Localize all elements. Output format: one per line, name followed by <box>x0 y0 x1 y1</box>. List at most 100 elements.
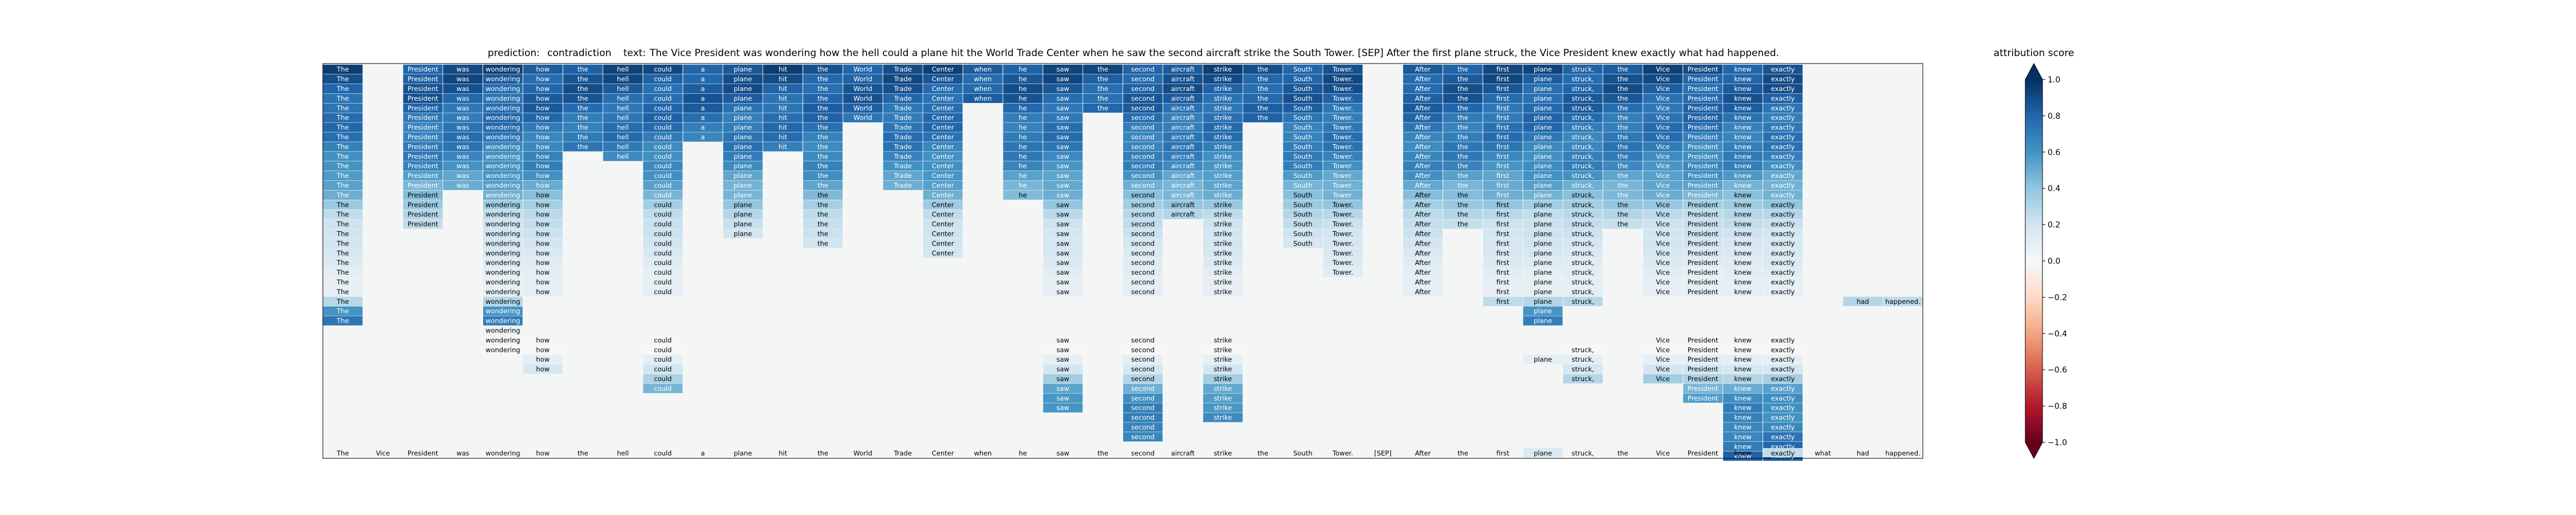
heatmap-cell <box>723 74 763 84</box>
heatmap-cell-token: South <box>1293 181 1312 189</box>
heatmap-cell-token: how <box>536 278 550 286</box>
heatmap-cell-token: exactly <box>1771 152 1795 160</box>
heatmap-cell-token: South <box>1293 201 1312 209</box>
heatmap-cell <box>323 258 363 268</box>
heatmap-cell <box>683 132 723 142</box>
heatmap-cell-token: President <box>408 211 438 219</box>
heatmap-cell <box>483 229 523 239</box>
heatmap-cell <box>883 113 923 122</box>
heatmap-cell-token: he <box>1019 104 1027 112</box>
heatmap-cell <box>1643 152 1683 161</box>
heatmap-cell-token: saw <box>1056 133 1069 141</box>
heatmap-cell-token: plane <box>734 124 752 132</box>
heatmap-cell <box>1283 161 1323 171</box>
heatmap-cell-token: how <box>536 336 550 344</box>
heatmap-cell <box>1043 161 1083 171</box>
heatmap-cell-token: Tower. <box>1332 220 1353 228</box>
heatmap-cell-token: hit <box>779 114 787 122</box>
heatmap-cell-token: a <box>701 75 705 83</box>
heatmap-cell <box>1763 74 1803 84</box>
heatmap-cell <box>643 335 683 345</box>
heatmap-cell-token: could <box>654 104 671 112</box>
heatmap-cell <box>1323 93 1363 103</box>
heatmap-cell-token: second <box>1131 85 1155 93</box>
heatmap-cell-token: Center <box>932 162 954 170</box>
heatmap-cell-token: Vice <box>1656 259 1670 267</box>
heatmap-cell-token: saw <box>1056 259 1069 267</box>
heatmap-cell-token: struck, <box>1572 220 1594 228</box>
heatmap-cell-token: President <box>1688 75 1718 83</box>
heatmap-cell <box>1683 65 1723 74</box>
heatmap-cell <box>323 277 363 287</box>
heatmap-cell-token: aircraft <box>1171 201 1195 209</box>
heatmap-cell-token: second <box>1131 394 1155 402</box>
heatmap-cell-token: wondering <box>485 259 520 267</box>
heatmap-cell-token: exactly <box>1771 259 1795 267</box>
heatmap-cell-token: Vice <box>1656 288 1670 296</box>
heatmap-cell <box>1043 180 1083 191</box>
heatmap-cell <box>803 132 843 142</box>
heatmap-cell-token: Trade <box>893 104 912 112</box>
heatmap-cell-token: could <box>654 152 671 160</box>
heatmap-cell-token: strike <box>1214 278 1232 286</box>
heatmap-cell <box>1403 103 1443 113</box>
heatmap-cell-token: exactly <box>1771 385 1795 393</box>
heatmap-cell <box>923 161 963 171</box>
heatmap-cell-token: After <box>1415 75 1431 83</box>
heatmap-cell-token: Vice <box>1656 336 1670 344</box>
heatmap-cell <box>1683 180 1723 191</box>
heatmap-cell-token: how <box>536 75 550 83</box>
heatmap-cell-token: The <box>336 259 349 267</box>
heatmap-cell-token: President <box>1688 220 1718 228</box>
heatmap-cell-token: strike <box>1214 230 1232 238</box>
heatmap-cell-token: President <box>1688 385 1718 393</box>
heatmap-cell <box>1643 267 1683 278</box>
heatmap-cell-token: President <box>408 85 438 93</box>
x-axis-token-label: was <box>456 449 469 457</box>
heatmap-cell-token: plane <box>1534 162 1552 170</box>
heatmap-cell <box>1563 74 1603 84</box>
heatmap-cell <box>1403 113 1443 122</box>
heatmap-cell <box>323 200 363 209</box>
heatmap-cell-token: Center <box>932 249 954 257</box>
heatmap-cell <box>1443 209 1483 219</box>
heatmap-cell-token: was <box>456 162 469 170</box>
heatmap-cell-token: second <box>1131 181 1155 189</box>
heatmap-cell-token: Center <box>932 230 954 238</box>
heatmap-cell <box>723 180 763 191</box>
heatmap-cell-token: Trade <box>893 124 912 132</box>
heatmap-cell <box>1683 113 1723 122</box>
heatmap-cell <box>1283 190 1323 200</box>
heatmap-cell-token: saw <box>1056 230 1069 238</box>
heatmap-cell-token: South <box>1293 104 1312 112</box>
heatmap-cell <box>1483 296 1523 306</box>
heatmap-cell <box>1323 209 1363 219</box>
heatmap-cell-token: plane <box>1534 239 1552 247</box>
heatmap-cell-token: After <box>1415 114 1431 122</box>
heatmap-cell <box>563 132 603 142</box>
heatmap-cell <box>1163 180 1203 191</box>
heatmap-cell <box>1763 335 1803 345</box>
heatmap-cell <box>723 93 763 103</box>
heatmap-cell-token: President <box>1688 94 1718 102</box>
heatmap-cell <box>1683 142 1723 152</box>
heatmap-cell-token: Vice <box>1656 181 1670 189</box>
heatmap-cell-token: second <box>1131 94 1155 102</box>
heatmap-cell-token: how <box>536 220 550 228</box>
heatmap-cell <box>723 171 763 181</box>
colorbar-tick-label: 0.8 <box>2048 112 2060 121</box>
heatmap-cell-token: could <box>654 385 671 393</box>
heatmap-cell-token: saw <box>1056 239 1069 247</box>
heatmap-cell-token: President <box>1688 85 1718 93</box>
heatmap-cell <box>1603 219 1643 229</box>
heatmap-cell <box>523 345 563 355</box>
heatmap-cell-token: the <box>1097 85 1108 93</box>
heatmap-cell <box>1763 383 1803 393</box>
heatmap-cell-token: how <box>536 239 550 247</box>
heatmap-cell <box>603 122 643 132</box>
heatmap-cell <box>643 113 683 122</box>
heatmap-cell-token: the <box>1617 65 1628 73</box>
heatmap-cell-token: the <box>578 94 588 102</box>
heatmap-cell <box>1483 200 1523 209</box>
heatmap-cell-token: Tower. <box>1332 211 1353 219</box>
